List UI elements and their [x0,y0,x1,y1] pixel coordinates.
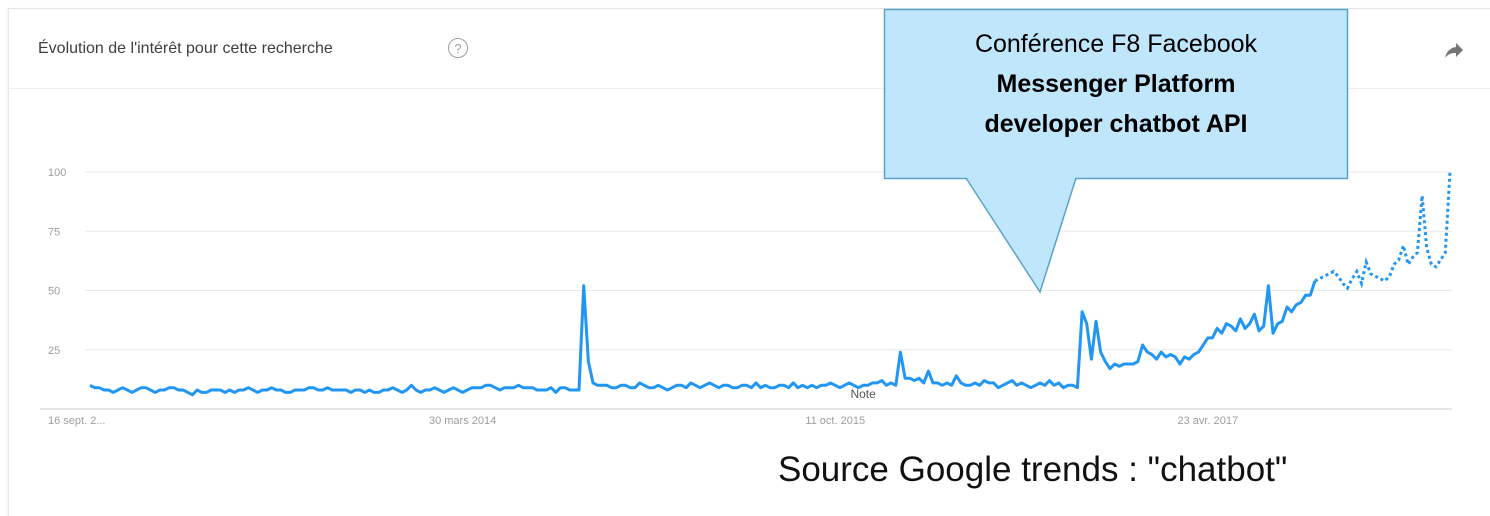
x-tick-label: 11 oct. 2015 [805,415,865,427]
x-tick-label: 16 sept. 2... [48,415,105,427]
note-annotation[interactable]: Note [850,387,876,401]
callout-text: Conférence F8 Facebook Messenger Platfor… [883,24,1349,144]
share-arrow-icon[interactable] [1442,38,1466,62]
question-circle-icon[interactable]: ? [448,38,468,58]
y-tick-label: 75 [48,226,60,238]
source-caption: Source Google trends : "chatbot" [778,450,1288,489]
y-tick-label: 25 [48,345,60,357]
chart-title: Évolution de l'intérêt pour cette recher… [38,40,333,57]
header-divider [8,88,1490,89]
y-tick-label: 100 [48,167,66,179]
callout-line-3: developer chatbot API [984,110,1248,138]
callout-line-2: Messenger Platform [996,70,1236,98]
x-tick-label: 23 avr. 2017 [1178,415,1239,427]
callout-line-1: Conférence F8 Facebook [974,30,1258,58]
y-tick-label: 50 [48,286,60,298]
callout-box [883,8,1349,180]
series-line [89,280,1317,397]
series-line-partial [1314,171,1452,291]
x-tick-label: 30 mars 2014 [429,415,496,427]
